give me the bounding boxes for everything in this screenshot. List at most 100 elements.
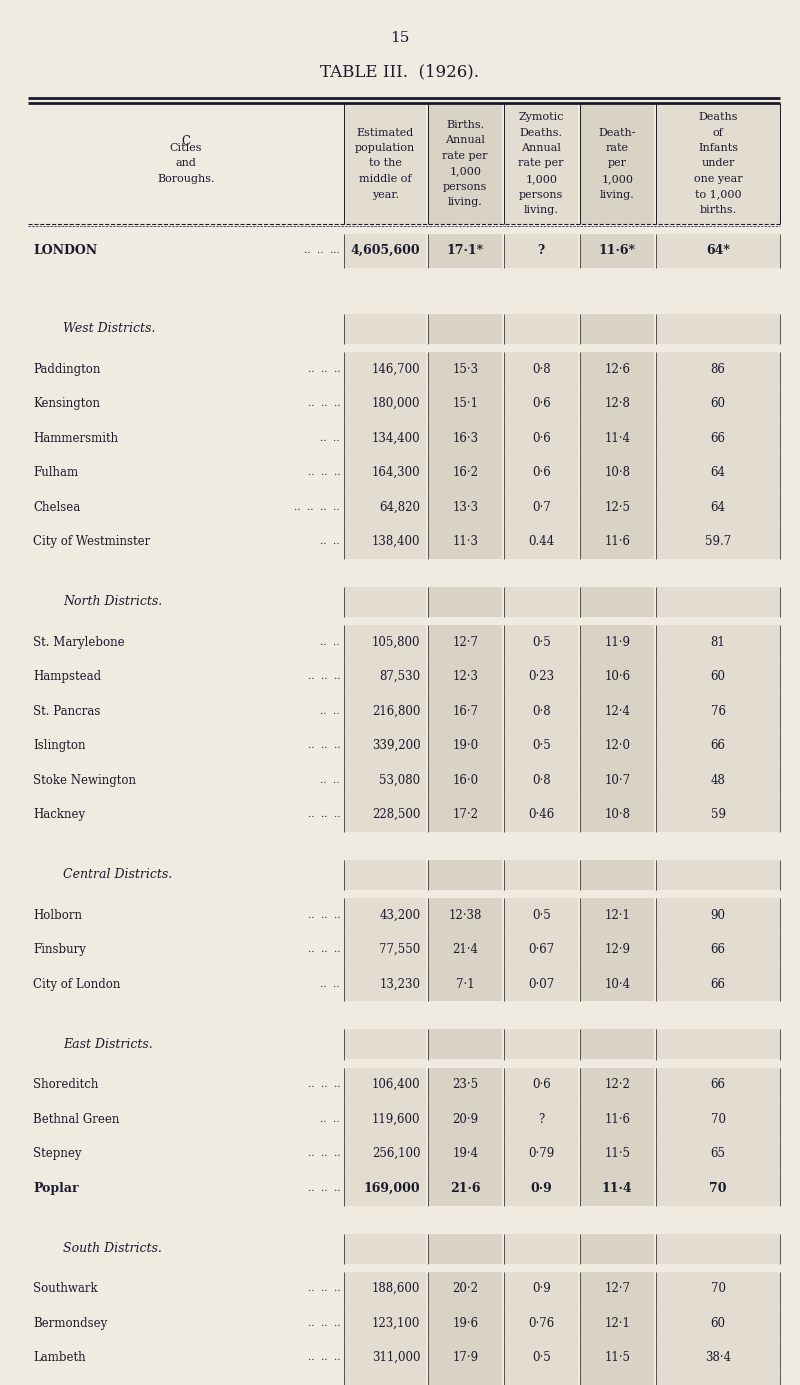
Text: ..  ..  ..: .. .. .. — [307, 1184, 340, 1192]
Text: 0·07: 0·07 — [528, 978, 554, 990]
Text: 138,400: 138,400 — [372, 535, 421, 548]
Text: ..  ..  ..: .. .. .. — [307, 1150, 340, 1158]
Text: ..  ..  ..: .. .. .. — [307, 911, 340, 920]
Bar — [344, 1341, 426, 1375]
Bar — [580, 352, 654, 386]
Text: Poplar: Poplar — [33, 1181, 78, 1195]
Bar — [344, 456, 426, 490]
Bar — [580, 1306, 654, 1341]
Text: Deaths.: Deaths. — [520, 127, 562, 137]
Text: 12·7: 12·7 — [604, 1283, 630, 1295]
Bar — [504, 932, 578, 967]
Bar — [344, 1068, 426, 1102]
Bar — [344, 1234, 426, 1263]
Bar — [504, 1029, 578, 1060]
Text: Stoke Newington: Stoke Newington — [33, 774, 136, 787]
Text: 169,000: 169,000 — [364, 1181, 421, 1195]
Bar — [344, 104, 426, 223]
Bar — [344, 1375, 426, 1385]
Text: Death-: Death- — [598, 127, 636, 137]
Text: Annual: Annual — [522, 143, 561, 152]
Text: 16·3: 16·3 — [452, 432, 478, 445]
Bar — [428, 1375, 502, 1385]
Bar — [580, 104, 654, 223]
Bar — [580, 234, 654, 269]
Bar — [504, 729, 578, 763]
Bar — [344, 798, 426, 832]
Text: City of London: City of London — [33, 978, 120, 990]
Bar — [580, 860, 654, 891]
Bar — [580, 525, 654, 560]
Bar — [656, 490, 780, 525]
Text: ..  ..  ..: .. .. .. — [307, 1319, 340, 1328]
Bar — [504, 1306, 578, 1341]
Text: 180,000: 180,000 — [372, 397, 421, 410]
Text: 12·5: 12·5 — [604, 501, 630, 514]
Bar — [504, 798, 578, 832]
Text: Bethnal Green: Bethnal Green — [33, 1112, 119, 1126]
Text: East Districts.: East Districts. — [63, 1037, 153, 1051]
Text: 0·9: 0·9 — [530, 1181, 552, 1195]
Bar — [580, 1234, 654, 1263]
Text: LONDON: LONDON — [33, 244, 97, 258]
Bar — [580, 1341, 654, 1375]
Bar — [580, 625, 654, 659]
Text: under: under — [702, 158, 734, 169]
Text: 11·4: 11·4 — [604, 432, 630, 445]
Bar — [504, 1271, 578, 1306]
Bar — [580, 967, 654, 1001]
Bar — [344, 234, 426, 269]
Bar — [656, 1102, 780, 1137]
Bar — [656, 1341, 780, 1375]
Text: 7·1: 7·1 — [456, 978, 474, 990]
Text: population: population — [355, 143, 415, 152]
Bar — [580, 763, 654, 798]
Text: Kensington: Kensington — [33, 397, 100, 410]
Text: 0·76: 0·76 — [528, 1317, 554, 1330]
Text: 10·4: 10·4 — [604, 978, 630, 990]
Bar — [504, 1102, 578, 1137]
Text: 10·8: 10·8 — [604, 467, 630, 479]
Text: Bermondsey: Bermondsey — [33, 1317, 107, 1330]
Text: 0·23: 0·23 — [528, 670, 554, 683]
Bar — [580, 587, 654, 616]
Text: 1,000: 1,000 — [450, 166, 482, 176]
Text: 119,600: 119,600 — [372, 1112, 421, 1126]
Bar — [344, 1271, 426, 1306]
Text: Stepney: Stepney — [33, 1147, 82, 1161]
Text: 76: 76 — [710, 705, 726, 717]
Text: 59.7: 59.7 — [705, 535, 731, 548]
Bar — [656, 897, 780, 932]
Text: living.: living. — [448, 197, 482, 208]
Text: 13,230: 13,230 — [379, 978, 421, 990]
Text: ?: ? — [538, 1112, 544, 1126]
Bar — [504, 234, 578, 269]
Text: 106,400: 106,400 — [372, 1079, 421, 1091]
Bar — [344, 587, 426, 616]
Text: ..  ..  ..: .. .. .. — [307, 468, 340, 478]
Text: 11·6: 11·6 — [604, 1112, 630, 1126]
Text: ..  ..: .. .. — [321, 1115, 340, 1123]
Text: North Districts.: North Districts. — [63, 596, 162, 608]
Text: 4,605,600: 4,605,600 — [350, 244, 421, 258]
Bar — [656, 1029, 780, 1060]
Text: 12·3: 12·3 — [452, 670, 478, 683]
Text: 16·2: 16·2 — [452, 467, 478, 479]
Bar — [580, 1271, 654, 1306]
Bar — [580, 798, 654, 832]
Text: 0.44: 0.44 — [528, 535, 554, 548]
Bar — [428, 386, 502, 421]
Text: 311,000: 311,000 — [372, 1352, 421, 1364]
Bar — [656, 694, 780, 729]
Text: Zymotic: Zymotic — [518, 112, 564, 122]
Text: living.: living. — [600, 190, 634, 199]
Text: ..  ..: .. .. — [321, 706, 340, 716]
Bar — [344, 763, 426, 798]
Bar — [580, 897, 654, 932]
Text: 17·9: 17·9 — [452, 1352, 478, 1364]
Bar — [504, 1234, 578, 1263]
Text: West Districts.: West Districts. — [63, 323, 155, 335]
Bar — [344, 1170, 426, 1205]
Text: Deaths: Deaths — [698, 112, 738, 122]
Bar — [656, 659, 780, 694]
